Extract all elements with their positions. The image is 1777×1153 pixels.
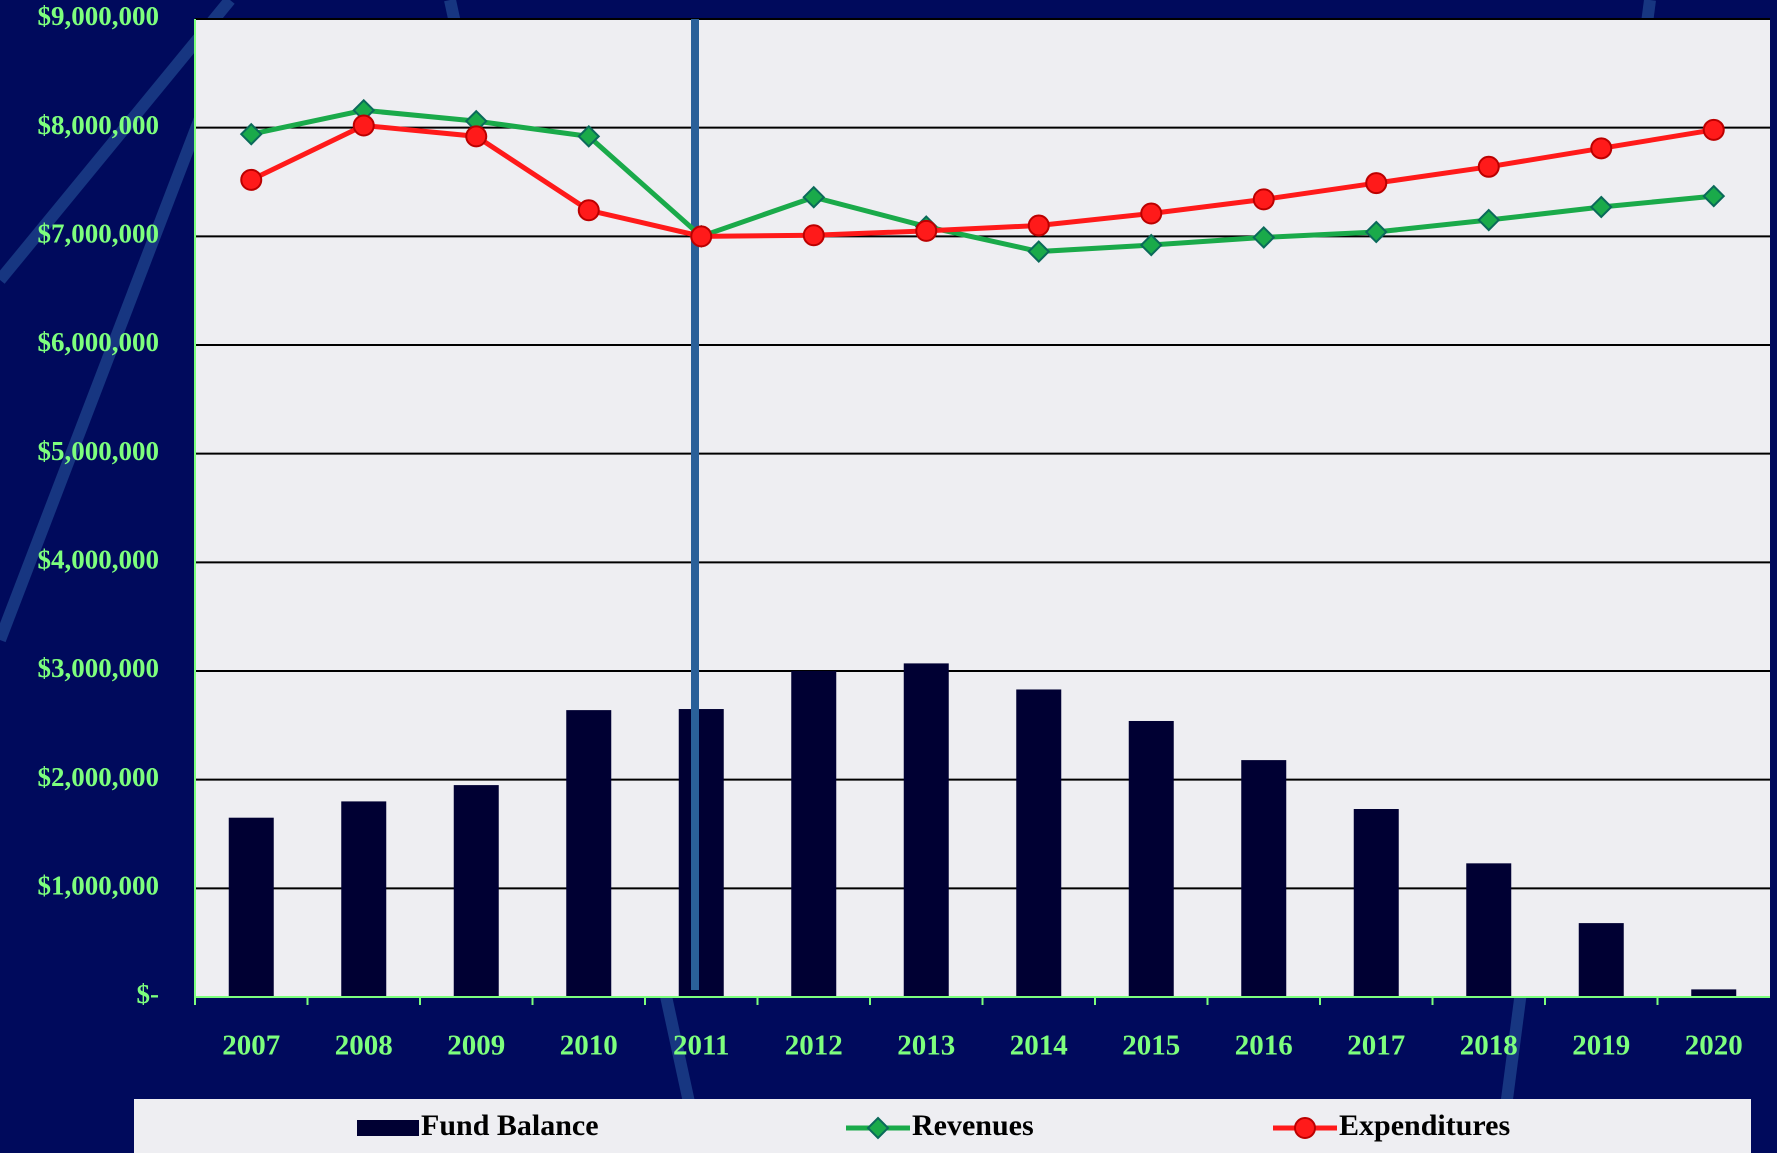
y-tick-label: $7,000,000: [38, 219, 160, 249]
plot-area: [195, 19, 1770, 997]
x-tick-label: 2007: [222, 1030, 280, 1062]
line-marker: [240, 168, 263, 191]
line-marker: [352, 114, 375, 137]
y-tick-label: $2,000,000: [38, 762, 160, 792]
line-marker: [1702, 184, 1726, 208]
x-tick-label: 2016: [1235, 1030, 1293, 1062]
line: [250, 107, 1714, 255]
legend-marker: [1294, 1117, 1316, 1139]
bar: [228, 817, 274, 997]
x-tick-label: 2012: [785, 1030, 843, 1062]
line-marker: [1252, 188, 1275, 211]
line-marker: [1589, 195, 1613, 219]
line: [250, 122, 1715, 239]
legend-swatch: [357, 1120, 419, 1136]
bar: [678, 709, 724, 997]
bar: [903, 663, 949, 997]
legend-label: Revenues: [912, 1109, 1034, 1142]
x-tick-label: 2009: [447, 1030, 505, 1062]
line-marker: [1027, 214, 1050, 237]
legend-label: Fund Balance: [421, 1109, 599, 1142]
line-marker: [577, 199, 600, 222]
line-marker: [1365, 172, 1388, 195]
y-tick-label: $8,000,000: [38, 110, 160, 140]
x-tick-label: 2017: [1347, 1030, 1405, 1062]
line-marker: [1477, 208, 1501, 232]
bar: [1016, 689, 1062, 997]
line-marker: [802, 185, 826, 209]
line-marker: [1027, 240, 1051, 263]
y-tick-label: $-: [137, 979, 160, 1009]
y-tick-label: $9,000,000: [38, 1, 160, 31]
line-marker: [239, 122, 263, 146]
x-tick-label: 2019: [1572, 1030, 1630, 1062]
bar: [341, 801, 387, 997]
line-marker: [465, 125, 488, 148]
line-marker: [802, 224, 825, 247]
line-marker: [1364, 220, 1388, 244]
x-tick-label: 2015: [1122, 1030, 1180, 1062]
y-tick-label: $4,000,000: [38, 545, 160, 575]
y-tick-label: $5,000,000: [38, 436, 160, 466]
x-tick-label: 2008: [335, 1030, 393, 1062]
x-tick-label: 2014: [1010, 1030, 1068, 1062]
bar: [1353, 809, 1399, 997]
line-marker: [915, 219, 938, 242]
line-marker: [1139, 233, 1163, 257]
line-marker: [1702, 118, 1725, 141]
line-marker: [1477, 155, 1500, 178]
bar: [566, 710, 612, 997]
legend-marker: [866, 1116, 890, 1140]
bar: [791, 671, 837, 997]
line-marker: [690, 225, 713, 248]
x-tick-label: 2018: [1460, 1030, 1518, 1062]
y-tick-label: $3,000,000: [38, 653, 160, 683]
x-tick-label: 2020: [1685, 1030, 1743, 1062]
bar: [453, 785, 499, 997]
x-tick-label: 2013: [897, 1030, 955, 1062]
line-marker: [577, 124, 601, 148]
bar: [1691, 989, 1737, 997]
x-tick-label: 2011: [673, 1030, 729, 1062]
x-tick-label: 2010: [560, 1030, 618, 1062]
line-marker: [1252, 226, 1276, 249]
y-tick-label: $6,000,000: [38, 327, 160, 357]
bar: [1466, 863, 1512, 997]
bar: [1128, 720, 1174, 997]
y-tick-label: $1,000,000: [38, 871, 160, 901]
line-marker: [1140, 202, 1163, 225]
legend-label: Expenditures: [1339, 1109, 1510, 1142]
bar: [1578, 923, 1624, 997]
bar: [1241, 760, 1287, 997]
line-marker: [1590, 137, 1613, 160]
